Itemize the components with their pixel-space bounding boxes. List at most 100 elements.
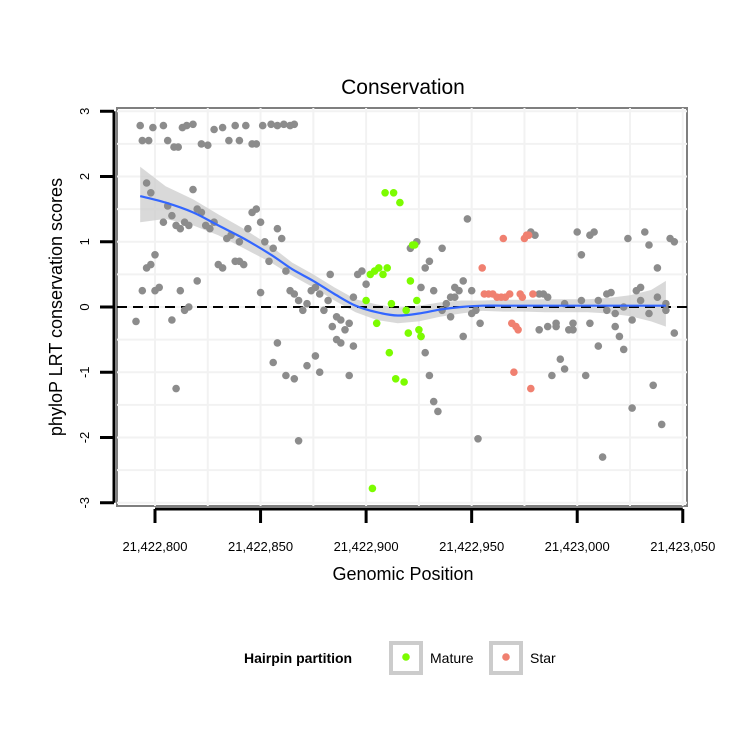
mature-point	[402, 306, 411, 315]
x-tick-label: 21,423,000	[545, 539, 610, 554]
other-point	[252, 140, 261, 148]
other-point	[328, 322, 337, 331]
other-point	[294, 296, 303, 305]
other-point	[624, 234, 632, 243]
other-point	[577, 251, 586, 259]
y-axis-label: phyloP LRT conservation scores	[46, 178, 66, 436]
star-point	[499, 234, 508, 243]
other-point	[569, 319, 577, 328]
other-point	[204, 141, 212, 149]
other-point	[611, 309, 619, 318]
other-point	[280, 120, 288, 129]
other-point	[290, 120, 299, 129]
other-point	[598, 453, 607, 461]
chart-title: Conservation	[341, 76, 465, 99]
other-point	[349, 293, 358, 302]
other-point	[628, 316, 636, 324]
mature-point	[387, 299, 396, 308]
other-point	[273, 121, 282, 130]
other-point	[459, 277, 468, 285]
star-point	[478, 264, 487, 272]
star-point	[514, 326, 522, 334]
mature-point	[413, 296, 421, 305]
legend-label-star: Star	[530, 650, 556, 666]
legend-dot-star	[502, 653, 510, 661]
other-point	[636, 283, 645, 292]
other-point	[603, 306, 611, 315]
star-point	[527, 384, 535, 393]
other-point	[136, 121, 144, 130]
mature-point	[396, 198, 404, 207]
other-point	[429, 286, 438, 295]
other-point	[653, 293, 662, 302]
other-point	[619, 303, 628, 311]
other-point	[265, 257, 273, 266]
other-point	[261, 238, 269, 246]
other-point	[434, 407, 442, 416]
other-point	[311, 283, 320, 292]
other-point	[242, 121, 250, 130]
other-point	[467, 309, 476, 318]
mature-point	[375, 264, 383, 272]
other-point	[315, 368, 324, 377]
other-point	[267, 120, 275, 129]
other-point	[337, 339, 345, 347]
other-point	[210, 125, 218, 134]
other-point	[185, 221, 193, 230]
other-point	[277, 234, 286, 243]
other-point	[182, 121, 191, 130]
other-point	[132, 317, 140, 326]
y-tick-label: 3	[77, 108, 92, 115]
star-point	[505, 290, 514, 298]
other-point	[459, 332, 468, 341]
legend-item-star: Star	[489, 641, 556, 675]
mature-point	[368, 484, 377, 493]
other-point	[256, 218, 265, 226]
other-point	[425, 257, 434, 266]
other-point	[252, 205, 261, 213]
other-point	[442, 299, 451, 308]
legend: Hairpin partition Mature Star	[244, 641, 556, 675]
other-point	[258, 121, 267, 130]
other-point	[581, 371, 590, 380]
other-point	[324, 296, 332, 305]
mature-point	[372, 319, 381, 328]
other-point	[451, 293, 459, 302]
other-point	[657, 420, 666, 429]
other-point	[417, 283, 425, 292]
other-point	[586, 319, 594, 328]
other-point	[138, 136, 147, 145]
other-point	[446, 313, 455, 321]
star-point	[510, 368, 518, 377]
y-tick-label: 1	[77, 238, 92, 245]
other-point	[349, 342, 358, 350]
star-point	[529, 290, 537, 298]
other-point	[615, 332, 624, 341]
other-point	[320, 306, 328, 315]
x-tick-label: 21,422,850	[228, 539, 293, 554]
other-point	[467, 286, 476, 295]
other-point	[425, 371, 434, 380]
other-point	[345, 319, 354, 328]
other-point	[421, 264, 430, 272]
other-point	[168, 211, 176, 220]
legend-dot-mature	[402, 653, 410, 661]
mature-point	[404, 329, 413, 337]
legend-title: Hairpin partition	[244, 650, 352, 666]
other-point	[649, 381, 657, 390]
other-point	[282, 371, 290, 380]
legend-key-star	[489, 641, 523, 675]
other-point	[235, 136, 244, 145]
other-point	[155, 283, 163, 292]
y-tick-label: 0	[77, 303, 92, 310]
other-point	[218, 264, 227, 272]
other-point	[197, 140, 206, 148]
other-point	[239, 260, 248, 269]
other-point	[636, 296, 645, 305]
other-point	[256, 288, 265, 297]
other-point	[185, 303, 193, 311]
other-point	[172, 384, 180, 393]
mature-point	[381, 189, 389, 197]
other-point	[269, 244, 278, 253]
other-point	[147, 260, 155, 269]
